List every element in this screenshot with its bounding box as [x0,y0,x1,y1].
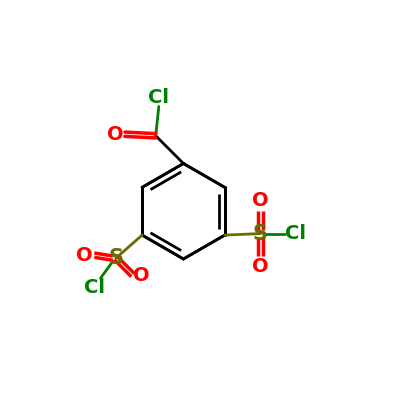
Text: O: O [133,266,150,285]
Text: S: S [253,224,268,244]
Text: S: S [108,248,124,268]
Text: O: O [76,246,92,265]
Text: Cl: Cl [84,278,105,297]
Text: O: O [252,192,268,210]
Text: Cl: Cl [284,224,306,243]
Text: O: O [252,257,268,276]
Text: O: O [107,125,124,144]
Text: Cl: Cl [148,88,169,107]
